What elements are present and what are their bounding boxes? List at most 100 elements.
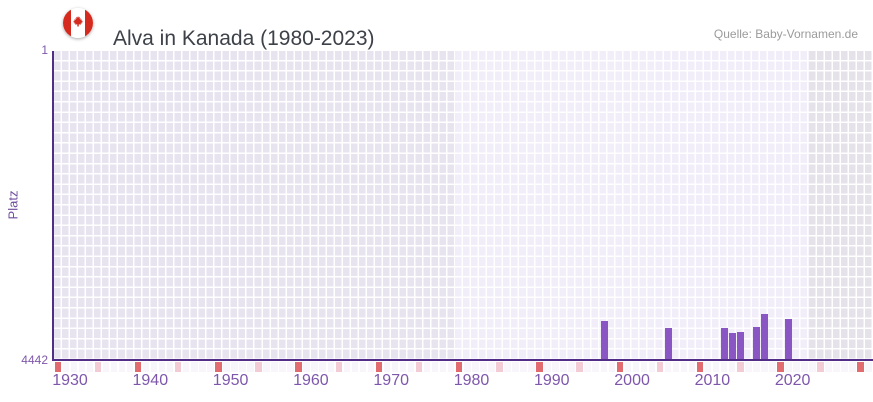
x-tick-2000: 2000 — [614, 372, 650, 389]
source-attribution: Quelle: Baby-Vornamen.de — [713, 27, 858, 41]
year-marker-1993 — [560, 362, 567, 372]
bar-1998[interactable] — [600, 320, 608, 359]
year-marker-1992 — [552, 362, 559, 372]
year-marker-2017 — [753, 362, 760, 372]
year-marker-2003 — [640, 362, 648, 372]
half-decade-marker-1955 — [255, 362, 262, 372]
year-marker-1953 — [239, 362, 246, 372]
year-marker-strip — [54, 362, 873, 372]
year-marker-1963 — [319, 362, 326, 372]
year-marker-1944 — [166, 362, 174, 372]
year-marker-1951 — [223, 362, 230, 372]
year-marker-1954 — [247, 362, 254, 372]
half-decade-marker-1935 — [94, 362, 102, 372]
year-marker-2019 — [769, 362, 776, 372]
half-decade-marker-1995 — [576, 362, 583, 372]
decade-marker-1950 — [215, 362, 222, 372]
year-marker-1984 — [488, 362, 495, 372]
decade-marker-1940 — [134, 362, 142, 372]
year-marker-1952 — [231, 362, 238, 372]
year-marker-2011 — [704, 362, 712, 372]
page-title: Alva in Kanada (1980-2023) — [113, 27, 375, 51]
year-marker-1934 — [86, 362, 94, 372]
year-marker-2013 — [720, 362, 728, 372]
year-marker-1972 — [391, 362, 399, 372]
decade-marker-2030 — [857, 362, 864, 372]
x-axis-line — [54, 359, 873, 361]
year-marker-1957 — [271, 362, 278, 372]
bar-2018[interactable] — [761, 313, 769, 359]
year-marker-1978 — [439, 362, 447, 372]
x-tick-1980: 1980 — [453, 372, 490, 389]
year-marker-2021 — [785, 362, 792, 372]
year-marker-2008 — [680, 362, 688, 372]
year-marker-2031 — [865, 362, 872, 372]
half-decade-marker-2015 — [737, 362, 744, 372]
year-marker-1943 — [158, 362, 166, 372]
half-decade-marker-1975 — [415, 362, 423, 372]
bar-2017[interactable] — [753, 327, 761, 359]
bar-2014[interactable] — [728, 333, 736, 359]
year-marker-2006 — [664, 362, 672, 372]
y-tick-max: 1 — [41, 43, 48, 57]
grid-region-before-data — [54, 51, 456, 360]
bar-2015[interactable] — [737, 332, 744, 359]
year-marker-2018 — [761, 362, 768, 372]
year-marker-1932 — [70, 362, 78, 372]
year-marker-1998 — [600, 362, 608, 372]
year-marker-1986 — [504, 362, 511, 372]
year-marker-1937 — [110, 362, 118, 372]
year-marker-1967 — [351, 362, 359, 372]
year-marker-2004 — [648, 362, 656, 372]
year-marker-2009 — [688, 362, 696, 372]
year-marker-1956 — [263, 362, 270, 372]
year-marker-1938 — [118, 362, 126, 372]
year-marker-1974 — [407, 362, 415, 372]
year-marker-2027 — [833, 362, 840, 372]
year-marker-1988 — [520, 362, 527, 372]
bar-2021[interactable] — [785, 319, 793, 359]
decade-marker-2020 — [777, 362, 784, 372]
year-marker-1936 — [102, 362, 110, 372]
decade-marker-1930 — [54, 362, 62, 372]
year-marker-2002 — [632, 362, 640, 372]
decade-marker-1980 — [455, 362, 463, 372]
year-marker-1947 — [191, 362, 198, 372]
year-marker-1989 — [528, 362, 535, 372]
year-marker-1977 — [431, 362, 439, 372]
year-marker-1969 — [367, 362, 375, 372]
bar-2006[interactable] — [664, 327, 672, 359]
year-marker-1933 — [78, 362, 86, 372]
year-marker-1958 — [279, 362, 286, 372]
year-marker-2014 — [728, 362, 736, 372]
x-tick-1940: 1940 — [132, 372, 169, 389]
half-decade-marker-2025 — [817, 362, 824, 372]
half-decade-marker-1945 — [174, 362, 182, 372]
x-tick-1990: 1990 — [533, 372, 570, 389]
year-marker-1961 — [303, 362, 310, 372]
year-marker-1939 — [126, 362, 134, 372]
year-marker-1996 — [584, 362, 591, 372]
year-marker-1979 — [447, 362, 455, 372]
year-marker-1982 — [472, 362, 479, 372]
y-axis-line — [52, 51, 54, 361]
decade-marker-1970 — [375, 362, 383, 372]
year-marker-1941 — [142, 362, 150, 372]
x-tick-1930: 1930 — [52, 372, 88, 389]
year-marker-2024 — [809, 362, 816, 372]
y-tick-min: 4442 — [21, 353, 48, 367]
year-marker-1973 — [399, 362, 407, 372]
year-marker-1962 — [311, 362, 318, 372]
year-marker-1942 — [150, 362, 158, 372]
grid-region-data-period — [455, 51, 809, 360]
year-marker-1946 — [182, 362, 190, 372]
grid-region-after-data — [808, 51, 873, 360]
bar-2013[interactable] — [720, 327, 728, 359]
decade-marker-2010 — [696, 362, 704, 372]
half-decade-marker-1985 — [496, 362, 503, 372]
year-marker-1991 — [544, 362, 551, 372]
year-marker-1999 — [608, 362, 616, 372]
plot-area: 1930 1940 1950 1960 1970 1980 1990 2000 2010 2020 — [52, 51, 873, 402]
year-marker-1968 — [359, 362, 367, 372]
